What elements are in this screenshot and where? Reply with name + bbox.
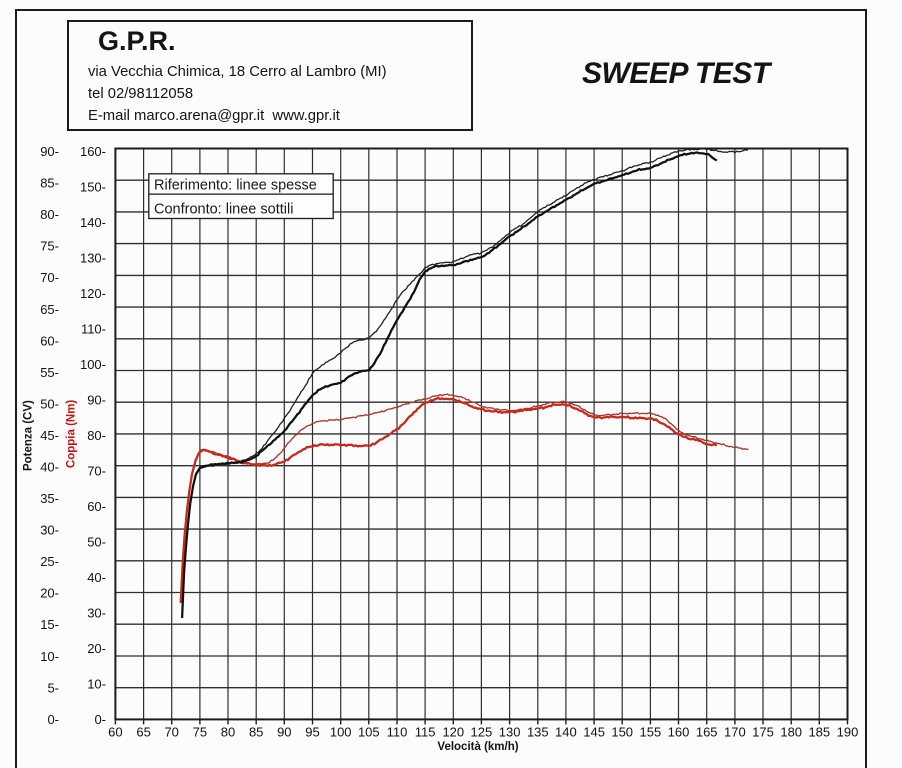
svg-text:90: 90 — [277, 725, 291, 740]
svg-text:Potenza (CV): Potenza (CV) — [23, 400, 35, 471]
svg-text:130: 130 — [499, 725, 521, 740]
svg-text:5-: 5- — [47, 680, 59, 695]
svg-text:160: 160 — [668, 725, 690, 740]
svg-text:100: 100 — [330, 725, 352, 740]
svg-text:140: 140 — [555, 725, 577, 740]
svg-text:70-: 70- — [40, 270, 59, 285]
svg-text:20-: 20- — [40, 586, 59, 601]
svg-text:Confronto: linee sottili: Confronto: linee sottili — [154, 202, 293, 218]
svg-text:90-: 90- — [40, 144, 59, 159]
svg-text:Velocità (km/h): Velocità (km/h) — [437, 741, 518, 753]
svg-text:70-: 70- — [87, 463, 106, 478]
svg-text:65: 65 — [136, 725, 150, 740]
svg-text:145: 145 — [583, 725, 605, 740]
svg-text:55-: 55- — [40, 365, 59, 380]
svg-text:115: 115 — [415, 725, 436, 740]
svg-text:10-: 10- — [87, 676, 106, 691]
svg-text:75-: 75- — [40, 239, 59, 254]
svg-text:Riferimento: linee spesse: Riferimento: linee spesse — [154, 177, 317, 193]
svg-text:90-: 90- — [87, 392, 106, 407]
svg-text:120: 120 — [442, 725, 464, 740]
svg-text:80: 80 — [221, 725, 235, 740]
svg-text:140-: 140- — [80, 215, 106, 230]
svg-text:85: 85 — [249, 725, 263, 740]
svg-text:25-: 25- — [40, 554, 59, 569]
svg-text:110-: 110- — [81, 321, 106, 336]
svg-text:175: 175 — [752, 725, 774, 740]
svg-text:Coppia (Nm): Coppia (Nm) — [66, 400, 78, 469]
svg-text:155: 155 — [640, 725, 662, 740]
svg-text:35-: 35- — [40, 491, 59, 506]
svg-text:50-: 50- — [40, 396, 59, 411]
svg-text:60-: 60- — [87, 499, 106, 514]
svg-text:150-: 150- — [80, 179, 106, 194]
svg-text:170: 170 — [724, 725, 746, 740]
svg-text:60-: 60- — [40, 333, 59, 348]
svg-text:50-: 50- — [87, 534, 106, 549]
svg-text:70: 70 — [164, 725, 178, 740]
svg-text:135: 135 — [527, 725, 549, 740]
svg-text:150: 150 — [611, 725, 633, 740]
svg-text:85-: 85- — [40, 176, 59, 191]
svg-text:80-: 80- — [40, 207, 59, 222]
svg-text:120-: 120- — [80, 286, 106, 301]
svg-text:0-: 0- — [47, 712, 59, 727]
svg-text:165: 165 — [696, 725, 718, 740]
svg-text:15-: 15- — [40, 617, 59, 632]
svg-text:0-: 0- — [94, 712, 106, 727]
svg-text:75: 75 — [193, 725, 207, 740]
svg-text:80-: 80- — [87, 428, 106, 443]
svg-text:30-: 30- — [40, 523, 59, 538]
svg-text:130-: 130- — [80, 250, 106, 265]
svg-text:125: 125 — [471, 725, 493, 740]
svg-text:100-: 100- — [80, 357, 106, 372]
svg-text:190: 190 — [837, 725, 859, 740]
svg-text:180: 180 — [780, 725, 802, 740]
svg-text:20-: 20- — [87, 641, 106, 656]
svg-text:160-: 160- — [80, 144, 106, 159]
svg-text:65-: 65- — [40, 302, 59, 317]
svg-text:40-: 40- — [40, 460, 59, 475]
svg-text:45-: 45- — [40, 428, 59, 443]
svg-text:95: 95 — [305, 725, 319, 740]
svg-text:30-: 30- — [87, 605, 106, 620]
svg-text:10-: 10- — [40, 649, 59, 664]
svg-text:185: 185 — [808, 725, 830, 740]
svg-text:60: 60 — [108, 725, 122, 740]
svg-text:110: 110 — [387, 725, 408, 740]
svg-text:40-: 40- — [87, 570, 106, 585]
svg-text:105: 105 — [358, 725, 380, 740]
